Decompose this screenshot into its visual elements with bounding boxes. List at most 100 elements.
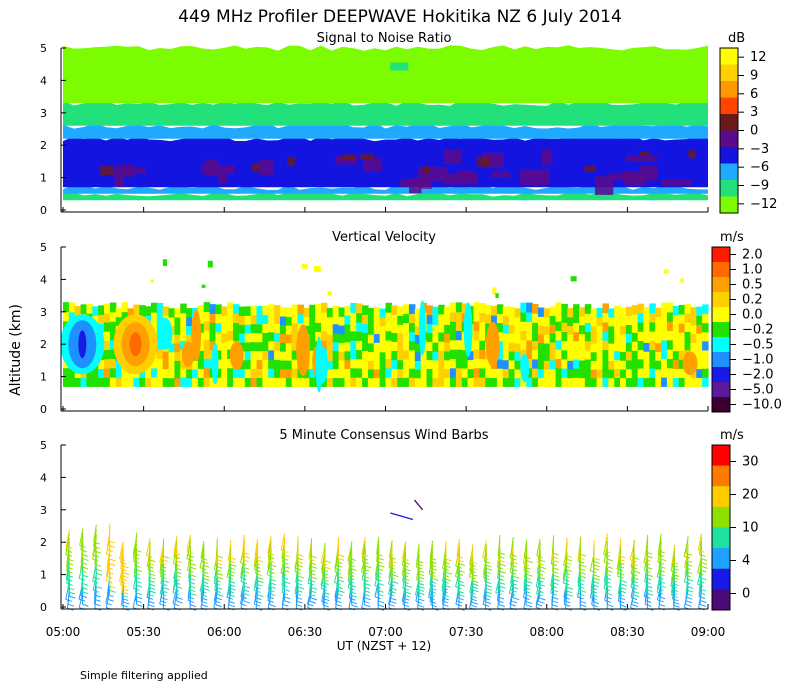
wind-barb-flag (671, 591, 678, 595)
wind-barb-flag (309, 600, 317, 604)
vv-cell (268, 313, 275, 324)
vv-cell (174, 325, 181, 335)
vv-cell (567, 342, 574, 353)
vv-cell (491, 314, 498, 325)
wind-barb-flag (336, 586, 343, 590)
vv-column (279, 307, 287, 387)
wind-barb-flag (267, 596, 274, 600)
wind-barb (456, 538, 464, 559)
vv-cell (473, 311, 480, 322)
vv-cell (98, 314, 105, 324)
wind-barb (378, 583, 385, 604)
vv-cell (373, 307, 381, 317)
wind-barb-flag (455, 565, 462, 569)
vv-cell (496, 340, 504, 351)
vv-cell (350, 302, 357, 313)
vv-cell (532, 377, 539, 387)
wind-barb-flag (538, 576, 545, 580)
vv-cell (666, 339, 674, 350)
wind-barb-flag (484, 601, 492, 605)
vv-cell (338, 316, 346, 326)
vv-cell (109, 311, 117, 322)
wind-barb (134, 548, 141, 568)
vv-cell (631, 304, 639, 315)
vv-cell (221, 350, 228, 361)
vv-cell (362, 314, 369, 324)
wind-barb-flag (402, 564, 409, 568)
wind-barb-flag (266, 574, 274, 578)
vv-cell (279, 359, 287, 370)
vv-cell (80, 377, 88, 387)
vv-column (549, 306, 557, 387)
vv-cell (637, 377, 645, 387)
wind-barb-shaft (671, 544, 676, 563)
wind-barb-flag (482, 556, 489, 560)
vv-cell (696, 342, 703, 352)
vv-cell (315, 331, 322, 342)
vv-cell (285, 342, 293, 352)
wind-barb-flag (442, 600, 449, 604)
vv-cell (285, 307, 293, 317)
wind-barb-flag (119, 558, 126, 562)
wind-barb-flag (201, 597, 208, 601)
wind-barb-flag (106, 567, 114, 571)
snr-layer (63, 100, 708, 126)
wind-barb (267, 536, 274, 556)
vv-cell (326, 377, 334, 387)
vv-cell (479, 321, 486, 332)
wind-barb-flag (202, 584, 210, 588)
vv-cell (596, 307, 604, 318)
wind-barb-flag (66, 562, 74, 566)
vv-cell (696, 359, 703, 370)
vv-cell (672, 341, 680, 352)
wind-barb (149, 573, 156, 594)
wind-barb-flag (80, 562, 88, 565)
vv-cell (262, 377, 269, 387)
vv-cell (203, 367, 211, 378)
wind-barb-flag (172, 592, 180, 596)
vv-cell (221, 324, 228, 334)
snr-colorbar-tick-label: −12 (750, 197, 777, 212)
vv-cell (104, 367, 111, 378)
snr-peak-return (100, 166, 114, 176)
wind-barb-flag (632, 577, 639, 581)
wind-barb-flag (417, 582, 425, 586)
vv-cell (250, 350, 258, 361)
vv-cell (579, 315, 586, 326)
vv-cell (614, 377, 621, 387)
vv-cell (192, 360, 199, 370)
wind-barb-flag (645, 551, 653, 555)
vv-cell (344, 315, 351, 325)
vv-isolated-echo (301, 263, 308, 269)
vv-cell (373, 324, 381, 335)
snr-colorbar-tick-label: 9 (750, 69, 758, 84)
wind-barb-flag (483, 577, 490, 581)
vv-column (590, 308, 598, 387)
vv-cell (203, 339, 211, 350)
wind-barb-flag (524, 556, 531, 560)
wind-barb-flag (189, 562, 197, 566)
wind-barb (458, 590, 465, 611)
vv-cell (450, 311, 457, 322)
vv-cell (121, 302, 129, 313)
wind-barb-flag (590, 590, 598, 594)
wind-barb-flag (94, 603, 101, 607)
vv-cell (227, 358, 234, 369)
snr-colorbar-swatch (720, 114, 738, 131)
vv-cell (637, 312, 645, 323)
vv-cell (92, 368, 99, 379)
vv-column (678, 304, 686, 387)
vv-cell (579, 307, 586, 317)
y-tick-label: 0 (40, 403, 47, 416)
wind-barb (65, 537, 72, 557)
vv-cell (514, 342, 521, 353)
vv-cell (244, 333, 252, 343)
wind-barb-flag (444, 578, 452, 582)
vv-cell (197, 314, 205, 324)
wind-barb-flag (483, 573, 490, 577)
vv-column (397, 306, 404, 387)
vv-cell (279, 342, 287, 352)
vv-cell (690, 342, 697, 352)
snr-peak-return (476, 156, 491, 167)
